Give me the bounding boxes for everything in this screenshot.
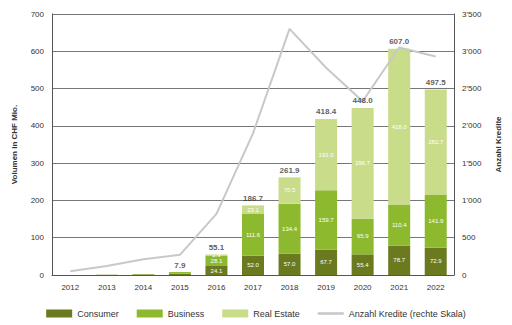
svg-text:0: 0 <box>40 271 45 280</box>
svg-text:448.0: 448.0 <box>353 96 374 105</box>
svg-text:134.4: 134.4 <box>282 226 298 232</box>
svg-text:2016: 2016 <box>208 283 226 292</box>
svg-text:52.0: 52.0 <box>247 262 259 268</box>
svg-text:Anzahl Kredite (rechte Skala): Anzahl Kredite (rechte Skala) <box>349 309 466 319</box>
svg-text:500: 500 <box>31 84 45 93</box>
svg-text:110.4: 110.4 <box>392 222 407 228</box>
svg-text:400: 400 <box>31 121 45 130</box>
svg-text:3'500: 3'500 <box>462 10 482 19</box>
svg-text:Volumen in CHF Mio.: Volumen in CHF Mio. <box>10 105 19 184</box>
svg-text:497.5: 497.5 <box>426 78 447 87</box>
svg-text:600: 600 <box>31 47 45 56</box>
svg-text:296.7: 296.7 <box>355 160 371 166</box>
svg-text:1'000: 1'000 <box>462 196 482 205</box>
svg-text:2.9: 2.9 <box>212 252 221 258</box>
svg-text:2019: 2019 <box>317 283 335 292</box>
svg-text:78.7: 78.7 <box>393 257 405 263</box>
svg-text:2018: 2018 <box>281 283 299 292</box>
svg-text:2020: 2020 <box>354 283 372 292</box>
svg-text:607.0: 607.0 <box>389 37 410 46</box>
svg-text:2017: 2017 <box>244 283 262 292</box>
svg-text:Anzahl Kredite: Anzahl Kredite <box>494 116 503 173</box>
svg-text:72.9: 72.9 <box>430 258 442 264</box>
svg-text:24.1: 24.1 <box>211 268 223 274</box>
svg-text:0: 0 <box>462 271 467 280</box>
svg-text:2'000: 2'000 <box>462 121 482 130</box>
svg-text:2022: 2022 <box>427 283 445 292</box>
svg-text:2014: 2014 <box>134 283 152 292</box>
svg-text:2021: 2021 <box>390 283 408 292</box>
svg-text:Business: Business <box>168 309 205 319</box>
svg-text:111.6: 111.6 <box>246 232 261 238</box>
svg-text:95.9: 95.9 <box>357 233 369 239</box>
svg-text:2013: 2013 <box>98 283 116 292</box>
svg-text:2015: 2015 <box>171 283 189 292</box>
svg-text:141.9: 141.9 <box>428 218 444 224</box>
svg-text:57.0: 57.0 <box>284 261 296 267</box>
svg-text:191.0: 191.0 <box>319 152 335 158</box>
svg-text:159.7: 159.7 <box>319 217 335 223</box>
svg-text:418.4: 418.4 <box>316 107 337 116</box>
svg-text:186.7: 186.7 <box>243 194 264 203</box>
svg-text:418.0: 418.0 <box>392 124 408 130</box>
svg-text:282.7: 282.7 <box>428 139 444 145</box>
svg-text:70.5: 70.5 <box>284 187 296 193</box>
svg-text:100: 100 <box>31 233 45 242</box>
svg-text:700: 700 <box>31 10 45 19</box>
svg-text:1'500: 1'500 <box>462 159 482 168</box>
svg-text:200: 200 <box>31 196 45 205</box>
svg-text:23.1: 23.1 <box>247 207 259 213</box>
svg-text:2'500: 2'500 <box>462 84 482 93</box>
svg-text:7.9: 7.9 <box>174 261 186 270</box>
svg-text:3'000: 3'000 <box>462 47 482 56</box>
svg-text:261.9: 261.9 <box>280 166 301 175</box>
svg-text:55.1: 55.1 <box>209 243 225 252</box>
svg-text:500: 500 <box>462 233 476 242</box>
svg-text:2012: 2012 <box>61 283 79 292</box>
svg-text:28.1: 28.1 <box>211 258 223 264</box>
svg-text:67.7: 67.7 <box>320 259 332 265</box>
svg-text:300: 300 <box>31 159 45 168</box>
svg-text:55.4: 55.4 <box>357 262 369 268</box>
svg-text:Consumer: Consumer <box>77 309 119 319</box>
svg-text:Real Estate: Real Estate <box>253 309 300 319</box>
